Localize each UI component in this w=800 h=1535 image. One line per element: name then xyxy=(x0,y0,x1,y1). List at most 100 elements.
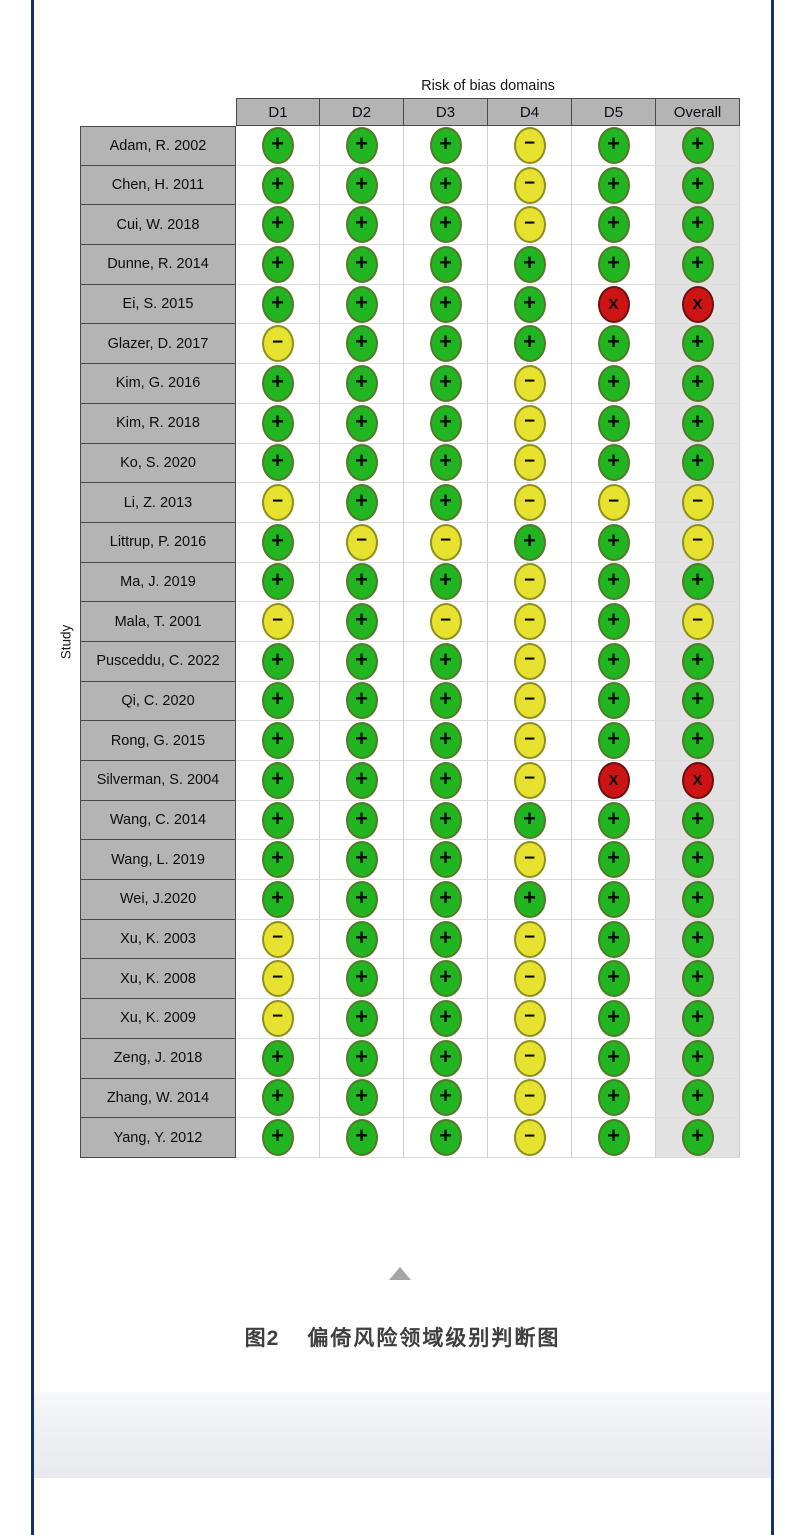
judgment-cell: − xyxy=(236,324,320,365)
plus-icon: + xyxy=(607,408,620,434)
judgment-circle: + xyxy=(345,1039,378,1077)
judgment-circle: + xyxy=(261,285,294,323)
judgment-circle: + xyxy=(429,960,462,998)
judgment-cell: + xyxy=(320,245,404,285)
plus-icon: + xyxy=(355,646,368,672)
judgment-cell: + xyxy=(656,681,740,722)
judgment-cell: + xyxy=(656,959,740,1000)
judgment-cell: + xyxy=(320,840,404,881)
plus-icon: + xyxy=(607,646,620,672)
judgment-cell: − xyxy=(404,522,488,563)
judgment-circle: + xyxy=(681,206,714,244)
judgment-cell: + xyxy=(656,443,740,484)
judgment-cell: + xyxy=(320,483,404,523)
plus-icon: + xyxy=(607,448,620,474)
plus-icon: + xyxy=(607,845,620,871)
judgment-cell: + xyxy=(404,284,488,325)
plus-icon: + xyxy=(439,329,452,355)
judgment-cell: + xyxy=(656,364,740,404)
judgment-circle: + xyxy=(681,682,714,720)
judgment-cell: − xyxy=(488,999,572,1039)
minus-icon: − xyxy=(523,847,536,869)
plus-icon: + xyxy=(523,289,536,315)
judgment-circle: − xyxy=(513,960,546,998)
judgment-cell: − xyxy=(236,919,320,960)
minus-icon: − xyxy=(523,649,536,671)
judgment-cell: + xyxy=(404,800,488,841)
minus-icon: − xyxy=(523,490,536,512)
judgment-cell: + xyxy=(572,721,656,761)
plus-icon: + xyxy=(691,805,704,831)
page-left-border xyxy=(31,0,34,1535)
judgment-circle: + xyxy=(345,960,378,998)
judgment-cell: + xyxy=(320,1078,404,1119)
judgment-cell: − xyxy=(656,522,740,563)
plus-icon: + xyxy=(271,726,284,752)
judgment-circle: + xyxy=(597,1039,630,1077)
judgment-circle: + xyxy=(681,126,714,164)
judgment-cell: − xyxy=(488,483,572,523)
judgment-cell: + xyxy=(236,641,320,682)
minus-icon: − xyxy=(355,530,368,552)
judgment-cell: + xyxy=(236,1038,320,1079)
judgment-circle: − xyxy=(513,364,546,402)
judgment-cell: + xyxy=(572,999,656,1039)
plus-icon: + xyxy=(271,210,284,236)
judgment-cell: + xyxy=(320,403,404,444)
judgment-cell: + xyxy=(236,284,320,325)
judgment-circle: + xyxy=(681,642,714,680)
judgment-circle: + xyxy=(261,206,294,244)
judgment-circle: X xyxy=(597,285,630,323)
judgment-circle: + xyxy=(429,1079,462,1117)
judgment-circle: + xyxy=(681,841,714,879)
plus-icon: + xyxy=(607,130,620,156)
plus-icon: + xyxy=(607,170,620,196)
plus-icon: + xyxy=(355,884,368,910)
domain-header-d1: D1 xyxy=(236,98,320,126)
judgment-circle: + xyxy=(345,642,378,680)
judgment-cell: − xyxy=(236,999,320,1039)
judgment-cell: − xyxy=(488,205,572,246)
plus-icon: + xyxy=(355,329,368,355)
plus-icon: + xyxy=(607,964,620,990)
minus-icon: − xyxy=(271,966,284,988)
plus-icon: + xyxy=(271,368,284,394)
study-name-cell: Kim, G. 2016 xyxy=(80,364,236,404)
judgment-cell: + xyxy=(236,245,320,285)
judgment-circle: + xyxy=(429,1119,462,1157)
plus-icon: + xyxy=(271,448,284,474)
judgment-circle: + xyxy=(345,1079,378,1117)
judgment-circle: + xyxy=(597,523,630,561)
judgment-cell: + xyxy=(572,1078,656,1119)
judgment-cell: + xyxy=(572,602,656,642)
plus-icon: + xyxy=(607,210,620,236)
plus-icon: + xyxy=(607,805,620,831)
plus-icon: + xyxy=(523,249,536,275)
minus-icon: − xyxy=(691,530,704,552)
judgment-circle: + xyxy=(597,245,630,283)
judgment-circle: + xyxy=(597,325,630,363)
judgment-circle: + xyxy=(681,801,714,839)
judgment-cell: + xyxy=(572,681,656,722)
judgment-circle: + xyxy=(261,523,294,561)
plus-icon: + xyxy=(691,329,704,355)
judgment-circle: − xyxy=(513,404,546,442)
judgment-circle: − xyxy=(513,682,546,720)
scroll-up-triangle-icon[interactable] xyxy=(389,1267,411,1280)
minus-icon: − xyxy=(523,371,536,393)
minus-icon: − xyxy=(691,609,704,631)
plus-icon: + xyxy=(355,726,368,752)
judgment-cell: + xyxy=(320,284,404,325)
plus-icon: + xyxy=(355,130,368,156)
judgment-circle: − xyxy=(513,166,546,204)
plus-icon: + xyxy=(439,130,452,156)
minus-icon: − xyxy=(523,450,536,472)
judgment-cell: + xyxy=(404,165,488,206)
judgment-circle: + xyxy=(597,841,630,879)
plus-icon: + xyxy=(355,289,368,315)
judgment-circle: + xyxy=(681,444,714,482)
judgment-circle: − xyxy=(513,722,546,760)
judgment-cell: + xyxy=(320,443,404,484)
plus-icon: + xyxy=(523,527,536,553)
judgment-circle: + xyxy=(261,364,294,402)
